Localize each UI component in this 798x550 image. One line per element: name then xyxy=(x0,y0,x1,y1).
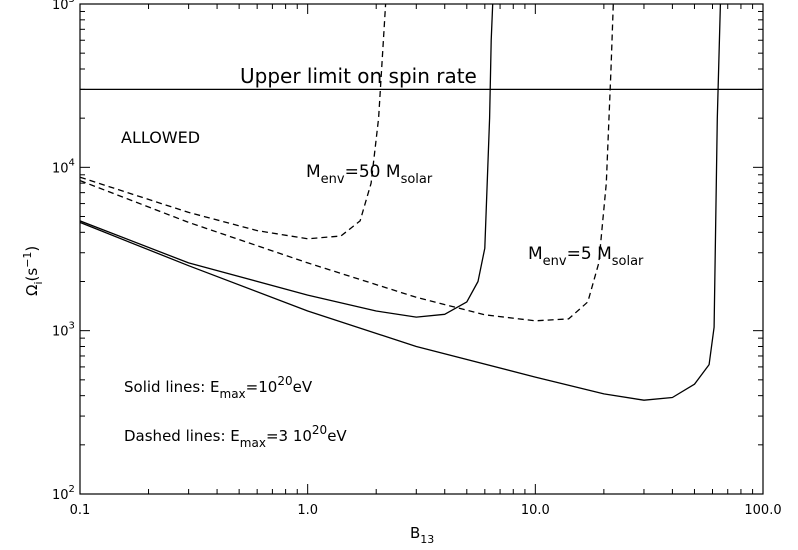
x-tick-label: 10.0 xyxy=(521,503,550,518)
dashed-series-line-2 xyxy=(80,4,387,240)
solid-series-line-0 xyxy=(80,4,494,318)
axis-ticks xyxy=(79,4,763,495)
upper-limit-label: Upper limit on spin rate xyxy=(240,64,477,88)
x-tick-labels: 0.1 1.0 10.0 100.0 xyxy=(70,503,782,518)
series-lines xyxy=(80,4,722,401)
x-axis-label: B13 xyxy=(410,524,434,546)
dashed-lines-legend: Dashed lines: Emax=3 1020eV xyxy=(124,423,347,450)
solid-series-line-1 xyxy=(80,4,722,401)
plot-frame xyxy=(79,3,764,495)
x-tick-label: 0.1 xyxy=(70,503,91,518)
y-tick-label: 102 xyxy=(52,484,75,503)
allowed-label: ALLOWED xyxy=(121,128,200,147)
x-tick-label: 100.0 xyxy=(744,503,781,518)
x-tick-label: 1.0 xyxy=(297,503,318,518)
menv50-label: Menv=50 Msolar xyxy=(306,162,433,187)
dashed-series-line-3 xyxy=(80,4,614,322)
menv5-label: Menv=5 Msolar xyxy=(528,244,644,269)
y-tick-label: 103 xyxy=(52,321,75,340)
y-tick-labels: 102 103 104 105 xyxy=(52,0,75,503)
solid-lines-legend: Solid lines: Emax=1020eV xyxy=(124,374,313,401)
y-tick-label: 104 xyxy=(52,157,75,176)
y-tick-label: 105 xyxy=(52,0,75,13)
y-axis-label: Ωi(s−1) xyxy=(21,246,45,296)
